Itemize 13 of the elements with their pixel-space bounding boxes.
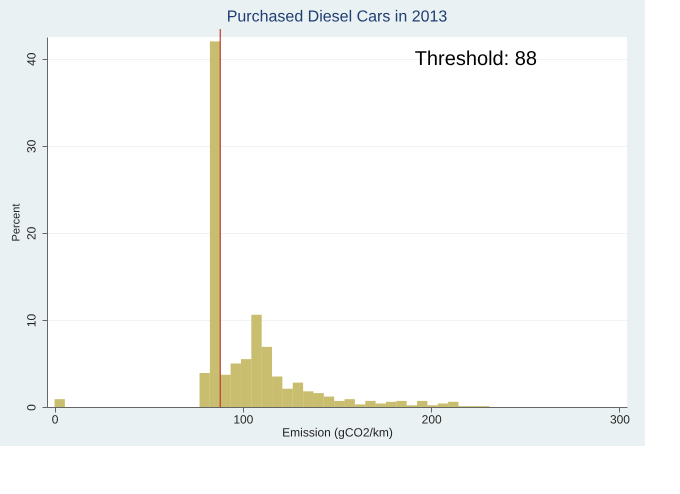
x-tick-label: 0 <box>52 412 59 426</box>
chart-title: Purchased Diesel Cars in 2013 <box>226 8 448 26</box>
y-tick-label: 10 <box>24 313 38 328</box>
x-tick-label: 100 <box>233 412 254 426</box>
y-axis-title: Percent <box>10 204 22 242</box>
y-tick-label: 40 <box>24 52 38 66</box>
x-tick-label: 300 <box>610 412 630 426</box>
x-axis-title: Emission (gCO2/km) <box>282 426 393 440</box>
y-tick-label: 0 <box>24 404 38 411</box>
y-tick-label: 20 <box>24 226 38 240</box>
x-tick-label: 200 <box>422 412 442 426</box>
annotation: Threshold: 88 <box>414 48 537 70</box>
y-tick-label: 30 <box>24 139 38 154</box>
